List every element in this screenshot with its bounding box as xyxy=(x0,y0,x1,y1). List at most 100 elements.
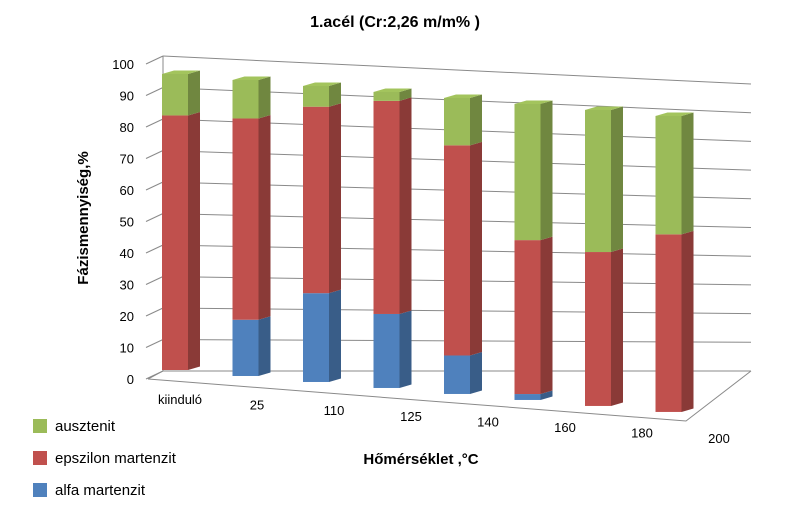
bar-ausztenit-7 xyxy=(655,115,682,235)
bar-alfa-martenzit-3-side xyxy=(399,310,412,388)
bar-alfa-martenzit-1 xyxy=(232,319,259,376)
bar-top-6 xyxy=(585,106,623,110)
bar-ausztenit-3-side xyxy=(399,88,412,101)
x-tick-label: 125 xyxy=(400,409,422,424)
bar-alfa-martenzit-2-side xyxy=(329,289,341,382)
y-tick-label: 90 xyxy=(120,89,134,104)
legend-label: epszilon martenzit xyxy=(55,450,177,467)
gridline-side xyxy=(145,244,164,254)
gridline-side xyxy=(145,276,164,285)
gridline-side xyxy=(145,55,164,65)
x-tick-label: 200 xyxy=(708,431,730,446)
bar-alfa-martenzit-4 xyxy=(444,355,470,394)
bar-group-125 xyxy=(373,88,412,388)
y-axis-title: Fázismennyiség,% xyxy=(75,151,92,284)
bar-epszilon-martenzit-7 xyxy=(655,234,682,412)
gridline-side xyxy=(145,339,164,348)
y-tick-label: 20 xyxy=(120,309,134,324)
y-tick-label: 50 xyxy=(120,215,134,230)
x-tick-label: 160 xyxy=(554,420,576,435)
legend: ausztenit epszilon martenzit alfa martenzi… xyxy=(33,418,177,499)
bar-epszilon-martenzit-4-side xyxy=(470,141,482,356)
y-tick-label: 0 xyxy=(127,372,134,387)
bar-top-2 xyxy=(303,82,341,86)
bar-group-200 xyxy=(655,112,694,412)
bar-top-3 xyxy=(373,88,412,92)
bar-epszilon-martenzit-4 xyxy=(444,145,470,356)
bar-group-110 xyxy=(303,82,341,382)
bar-epszilon-martenzit-2-side xyxy=(329,103,341,294)
legend-item: epszilon martenzit xyxy=(33,450,177,467)
bar-ausztenit-4 xyxy=(444,97,470,146)
x-tick-label: 110 xyxy=(324,403,345,418)
gridline-side xyxy=(145,118,164,128)
y-tick-label: 30 xyxy=(120,278,134,293)
y-tick-label: 10 xyxy=(120,341,134,356)
bar-ausztenit-0-side xyxy=(188,70,200,116)
bar-alfa-martenzit-3 xyxy=(373,313,400,388)
bar-ausztenit-0 xyxy=(162,74,188,116)
legend-label: ausztenit xyxy=(55,418,116,435)
legend-label: alfa martenzit xyxy=(55,482,146,499)
bars xyxy=(162,70,694,412)
bar-alfa-martenzit-5 xyxy=(514,394,541,400)
legend-swatch xyxy=(33,451,47,465)
bar-epszilon-martenzit-5 xyxy=(514,240,541,395)
bar-epszilon-martenzit-6 xyxy=(585,252,611,406)
gridline xyxy=(162,55,752,85)
bar-group-25 xyxy=(232,76,271,376)
bar-ausztenit-3 xyxy=(373,91,400,101)
bar-epszilon-martenzit-5-side xyxy=(540,236,553,395)
bar-ausztenit-6 xyxy=(585,109,611,253)
bar-ausztenit-2-side xyxy=(329,82,341,107)
gridline-side xyxy=(145,370,164,380)
y-tick-label: 70 xyxy=(120,152,134,167)
bar-ausztenit-4-side xyxy=(470,94,482,146)
bar-epszilon-martenzit-7-side xyxy=(681,230,694,412)
bar-epszilon-martenzit-1 xyxy=(232,118,259,320)
bar-top-1 xyxy=(232,76,271,80)
floor-edge xyxy=(147,370,752,422)
x-tick-label: 25 xyxy=(250,398,264,413)
bar-top-4 xyxy=(444,94,482,98)
bar-epszilon-martenzit-3-side xyxy=(399,97,412,314)
bar-epszilon-martenzit-0 xyxy=(162,115,188,370)
bar-ausztenit-5-side xyxy=(540,100,553,241)
gridline-side xyxy=(145,181,164,191)
x-tick-label: 180 xyxy=(631,426,653,441)
x-tick-labels: kiinduló 25 110 125 140 160 180 200 xyxy=(158,392,730,446)
legend-item: ausztenit xyxy=(33,418,116,435)
legend-swatch xyxy=(33,483,47,497)
y-tick-label: 60 xyxy=(120,183,134,198)
chart-title: 1.acél (Cr:2,26 m/m% ) xyxy=(310,14,480,31)
bar-epszilon-martenzit-6-side xyxy=(611,248,623,406)
gridline-side xyxy=(145,87,164,96)
bar-group-180 xyxy=(585,106,623,406)
legend-item: alfa martenzit xyxy=(33,482,146,499)
bar-ausztenit-2 xyxy=(303,85,329,107)
bar-top-7 xyxy=(655,112,694,116)
bar-ausztenit-7-side xyxy=(681,112,694,235)
gridline-side xyxy=(145,150,164,159)
bar-top-5 xyxy=(514,100,553,104)
y-tick-label: 100 xyxy=(112,57,134,72)
bar-ausztenit-1 xyxy=(232,79,259,119)
bar-alfa-martenzit-5-side xyxy=(540,390,553,400)
bar-group-140 xyxy=(444,94,482,394)
bar-group-kiinduló xyxy=(162,70,200,370)
legend-swatch xyxy=(33,419,47,433)
y-tick-label: 40 xyxy=(120,246,134,261)
y-tick-label: 80 xyxy=(120,120,134,135)
bar-epszilon-martenzit-0-side xyxy=(188,111,200,370)
gridline-side xyxy=(145,307,164,317)
x-axis-title: Hőmérséklet ,°C xyxy=(363,451,478,468)
bar-alfa-martenzit-4-side xyxy=(470,351,482,394)
bar-epszilon-martenzit-3 xyxy=(373,100,400,314)
bar-epszilon-martenzit-1-side xyxy=(258,114,271,320)
x-tick-label: kiinduló xyxy=(158,392,202,407)
bar-alfa-martenzit-2 xyxy=(303,293,329,382)
bar-top-0 xyxy=(162,70,200,74)
bar-ausztenit-5 xyxy=(514,103,541,241)
y-tick-labels: 0 10 20 30 40 50 60 70 80 90 100 xyxy=(112,57,134,387)
